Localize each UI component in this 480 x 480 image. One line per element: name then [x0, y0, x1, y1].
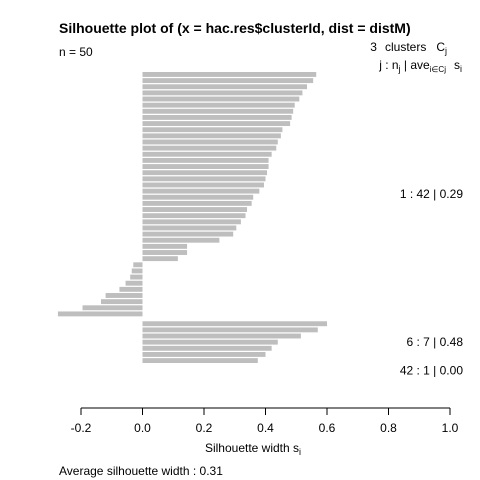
silhouette-bar-c6-0	[142, 321, 327, 327]
silhouette-bar-c1-19	[142, 188, 260, 194]
silhouette-bar-c6-6	[142, 358, 258, 364]
silhouette-bar-c1-17	[142, 176, 266, 182]
legend-prefix: j : n	[378, 58, 398, 72]
x-tick-label: 0.4	[257, 421, 274, 435]
legend-s-sub: i	[460, 64, 462, 74]
cluster-label-6: 6 : 7 | 0.48	[407, 335, 464, 349]
x-axis-label: Silhouette width si	[205, 441, 301, 457]
n-label: n = 50	[59, 45, 93, 59]
silhouette-bar-c1-5	[142, 102, 295, 108]
cluster-labels: 1 : 42 | 0.29 6 : 7 | 0.48 42 : 1 | 0.00	[400, 187, 463, 377]
x-tick-label: 0.2	[196, 421, 213, 435]
x-tick-label: -0.2	[71, 421, 92, 435]
legend-s: s	[454, 58, 460, 72]
clusters-symbol: C	[436, 40, 445, 54]
silhouette-bar-c1-10	[142, 133, 281, 139]
silhouette-bar-c1-34	[125, 280, 143, 286]
average-silhouette-label: Average silhouette width : 0.31	[59, 464, 223, 478]
clusters-symbol-sub: j	[444, 46, 447, 56]
silhouette-bar-c6-1	[142, 327, 318, 333]
silhouette-bar-c1-13	[142, 151, 272, 157]
silhouette-bar-c1-8	[142, 121, 291, 127]
chart-title: Silhouette plot of (x = hac.res$clusterI…	[59, 20, 411, 36]
legend-ave-sub: i∈Cj	[430, 65, 447, 74]
silhouette-bar-c1-12	[142, 145, 277, 151]
silhouette-bar-c1-0	[142, 72, 317, 77]
clusters-word: clusters	[385, 40, 426, 54]
clusters-header: 3 clusters Cj	[370, 40, 447, 56]
x-axis-label-main: Silhouette width s	[205, 441, 299, 455]
legend-header: j : nj | avei∈Cj si	[378, 58, 462, 74]
x-axis-label-sub: i	[299, 447, 301, 457]
silhouette-bar-c1-39	[57, 311, 143, 317]
silhouette-bar-c1-33	[130, 274, 143, 280]
silhouette-bar-c1-16	[142, 170, 268, 176]
legend-n-sub: j	[398, 64, 401, 74]
silhouette-bar-c1-30	[142, 256, 178, 262]
silhouette-bar-c1-28	[142, 243, 188, 249]
legend-sep: | ave	[401, 58, 430, 72]
cluster-label-42: 42 : 1 | 0.00	[400, 363, 463, 377]
silhouette-bar-c1-26	[142, 231, 234, 237]
silhouette-bar-c1-32	[131, 268, 143, 274]
x-tick-label: 0.8	[380, 421, 397, 435]
silhouette-bar-c1-25	[142, 225, 237, 231]
silhouette-bar-c1-24	[142, 219, 241, 225]
silhouette-bar-c1-38	[82, 305, 143, 311]
silhouette-bar-c1-36	[105, 293, 143, 298]
silhouette-bar-c1-21	[142, 200, 252, 206]
silhouette-bar-c1-35	[119, 286, 143, 292]
silhouette-bar-c1-37	[100, 299, 143, 305]
silhouette-bar-c1-29	[142, 250, 188, 255]
silhouette-bar-c6-5	[142, 351, 266, 357]
silhouette-bar-c1-31	[133, 262, 143, 268]
silhouette-bar-c1-4	[142, 96, 300, 102]
x-axis-ticks: -0.2 0.0 0.2 0.4 0.6 0.8 1.0	[71, 408, 459, 435]
silhouette-bar-c1-7	[142, 114, 292, 120]
silhouette-bar-c1-20	[142, 194, 254, 200]
clusters-count: 3	[370, 40, 377, 54]
silhouette-bar-c6-3	[142, 339, 278, 345]
cluster-label-1: 1 : 42 | 0.29	[400, 187, 463, 201]
bars-group	[57, 72, 327, 364]
silhouette-bar-c1-22	[142, 207, 248, 212]
silhouette-bar-c1-14	[142, 157, 269, 163]
x-tick-label: 1.0	[442, 421, 459, 435]
silhouette-bar-c1-23	[142, 213, 246, 219]
silhouette-bar-c1-2	[142, 84, 308, 90]
silhouette-bar-c1-18	[142, 182, 264, 188]
silhouette-bar-c6-2	[142, 333, 301, 339]
silhouette-bar-c1-27	[142, 237, 220, 243]
silhouette-bar-c6-4	[142, 345, 272, 351]
silhouette-bar-c1-11	[142, 139, 278, 145]
silhouette-bar-c1-1	[142, 78, 314, 84]
silhouette-bar-c1-9	[142, 127, 283, 133]
silhouette-bar-c1-6	[142, 108, 294, 114]
x-tick-label: 0.6	[319, 421, 336, 435]
x-tick-label: 0.0	[134, 421, 151, 435]
silhouette-bar-c1-3	[142, 90, 303, 96]
silhouette-bar-c1-15	[142, 164, 269, 169]
